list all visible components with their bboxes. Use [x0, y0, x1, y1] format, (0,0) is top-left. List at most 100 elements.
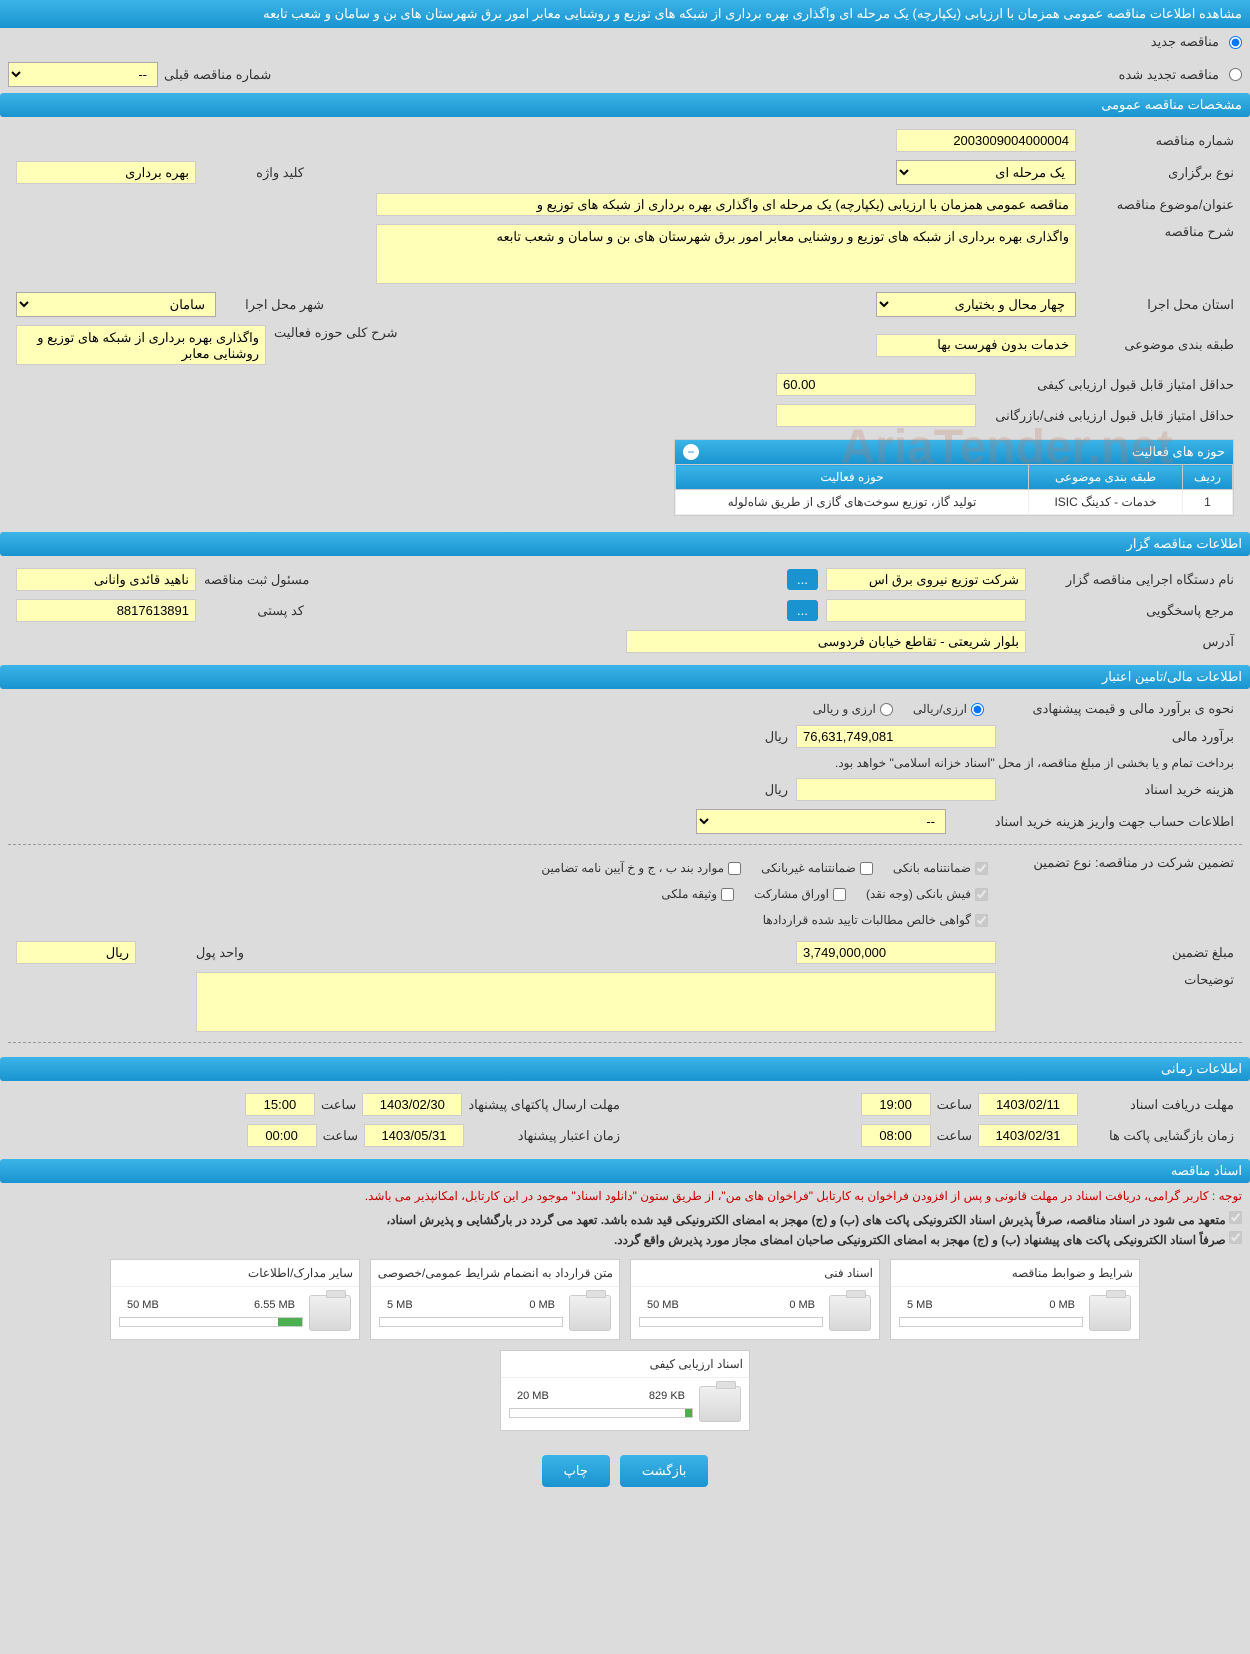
open-date[interactable] [978, 1124, 1078, 1147]
keyword-label: کلید واژه [204, 165, 304, 181]
postal-label: کد پستی [204, 603, 304, 619]
province-label: استان محل اجرا [1084, 297, 1234, 313]
desc-textarea[interactable] [376, 224, 1076, 284]
scope-label: شرح کلی حوزه فعالیت [274, 325, 398, 341]
receive-label: مهلت دریافت اسناد [1084, 1097, 1234, 1113]
back-button[interactable]: بازگشت [620, 1455, 708, 1487]
doc-cost-input[interactable] [796, 778, 996, 801]
chk-bank[interactable] [975, 862, 988, 875]
number-input[interactable] [896, 129, 1076, 152]
file-max: 5 MB [387, 1299, 413, 1311]
city-select[interactable]: سامان [16, 292, 216, 317]
activity-table: ردیف طبقه بندی موضوعی حوزه فعالیت 1 خدما… [675, 464, 1233, 515]
province-select[interactable]: چهار محال و بختیاری [876, 292, 1076, 317]
min-qual-input[interactable] [776, 373, 976, 396]
chk-bond[interactable] [728, 862, 741, 875]
exec-input[interactable] [826, 568, 1026, 591]
file-title: اسناد ارزیابی کیفی [501, 1351, 749, 1378]
file-used: 0 MB [789, 1299, 815, 1311]
commit2: صرفاً اسناد الکترونیکی پاکت های پیشنهاد … [614, 1233, 1226, 1247]
subject-input[interactable] [376, 193, 1076, 216]
file-box[interactable]: اسناد ارزیابی کیفی20 MB829 KB [500, 1350, 750, 1431]
file-title: شرایط و ضوابط مناقصه [891, 1260, 1139, 1287]
address-label: آدرس [1034, 634, 1234, 650]
file-box[interactable]: شرایط و ضوابط مناقصه5 MB0 MB [890, 1259, 1140, 1340]
folder-icon [699, 1386, 741, 1422]
notes-textarea[interactable] [196, 972, 996, 1032]
min-tech-input[interactable] [776, 404, 976, 427]
commit2-chk[interactable] [1229, 1231, 1242, 1244]
file-box[interactable]: متن قرارداد به انضمام شرایط عمومی/خصوصی5… [370, 1259, 620, 1340]
send-date[interactable] [362, 1093, 462, 1116]
reg-mgr-input[interactable] [16, 568, 196, 591]
unit-label: واحد پول [144, 945, 244, 961]
folder-icon [829, 1295, 871, 1331]
responder-lookup-button[interactable]: ... [787, 600, 818, 621]
category-input[interactable] [876, 334, 1076, 357]
estimate-input[interactable] [796, 725, 996, 748]
method-label: نحوه ی برآورد مالی و قیمت پیشنهادی [1004, 701, 1234, 717]
col-category: طبقه بندی موضوعی [1029, 465, 1183, 490]
file-title: اسناد فنی [631, 1260, 879, 1287]
scope-textarea[interactable] [16, 325, 266, 365]
section-org: اطلاعات مناقصه گزار [0, 532, 1250, 556]
exec-label: نام دستگاه اجرایی مناقصه گزار [1034, 572, 1234, 588]
amount-input[interactable] [796, 941, 996, 964]
payment-note: برداخت تمام و یا بخشی از مبلغ مناقصه، از… [835, 756, 1234, 770]
method-rial-radio[interactable] [971, 703, 984, 716]
guarantee-label: تضمین شرکت در مناقصه: نوع تضمین [1004, 855, 1234, 871]
send-time[interactable] [245, 1093, 315, 1116]
radio-renewed[interactable] [1229, 68, 1242, 81]
file-used: 0 MB [1049, 1299, 1075, 1311]
file-title: سایر مدارک/اطلاعات [111, 1260, 359, 1287]
prev-number-select[interactable]: -- [8, 62, 158, 87]
section-timing: اطلاعات زمانی [0, 1057, 1250, 1081]
radio-new-label: مناقصه جدید [1151, 34, 1219, 50]
receive-time[interactable] [861, 1093, 931, 1116]
file-box[interactable]: اسناد فنی 50 MB 0 MB [630, 1259, 880, 1340]
section-general: مشخصات مناقصه عمومی [0, 93, 1250, 117]
account-select[interactable]: -- [696, 809, 946, 834]
chk-contracts[interactable] [975, 914, 988, 927]
chk-property[interactable] [721, 888, 734, 901]
print-button[interactable]: چاپ [542, 1455, 610, 1487]
section-docs: اسناد مناقصه [0, 1159, 1250, 1183]
commit1-chk[interactable] [1229, 1211, 1242, 1224]
postal-input[interactable] [16, 599, 196, 622]
method-both-radio[interactable] [880, 703, 893, 716]
address-input[interactable] [626, 630, 1026, 653]
category-label: طبقه بندی موضوعی [1084, 337, 1234, 353]
collapse-icon[interactable]: − [683, 444, 699, 460]
chk-cash[interactable] [975, 888, 988, 901]
exec-lookup-button[interactable]: ... [787, 569, 818, 590]
account-label: اطلاعات حساب جهت واریز هزینه خرید اسناد [954, 814, 1234, 830]
notes-label: توضیحات [1004, 972, 1234, 988]
section-financial: اطلاعات مالی/تامین اعتبار [0, 665, 1250, 689]
activity-table-title: حوزه های فعالیت [1132, 444, 1225, 460]
file-max: 50 MB [647, 1299, 679, 1311]
responder-input[interactable] [826, 599, 1026, 622]
reg-mgr-label: مسئول ثبت مناقصه [204, 572, 309, 588]
file-used: 6.55 MB [254, 1299, 295, 1311]
validity-date[interactable] [364, 1124, 464, 1147]
city-label: شهر محل اجرا [224, 297, 324, 313]
col-row: ردیف [1183, 465, 1233, 490]
currency-label-2: ریال [765, 782, 788, 798]
radio-new[interactable] [1229, 36, 1242, 49]
keyword-input[interactable] [16, 161, 196, 184]
min-tech-label: حداقل امتیاز قابل قبول ارزیابی فنی/بازرگ… [984, 408, 1234, 424]
unit-input[interactable] [16, 941, 136, 964]
file-progress [899, 1317, 1083, 1327]
validity-time[interactable] [247, 1124, 317, 1147]
chk-securities[interactable] [833, 888, 846, 901]
open-time[interactable] [861, 1124, 931, 1147]
file-used: 0 MB [529, 1299, 555, 1311]
chk-nonbank[interactable] [860, 862, 873, 875]
file-max: 20 MB [517, 1390, 549, 1402]
file-box[interactable]: سایر مدارک/اطلاعات 50 MB 6.55 MB [110, 1259, 360, 1340]
file-progress [639, 1317, 823, 1327]
type-select[interactable]: یک مرحله ای [896, 160, 1076, 185]
file-max: 50 MB [127, 1299, 159, 1311]
type-label: نوع برگزاری [1084, 165, 1234, 181]
receive-date[interactable] [978, 1093, 1078, 1116]
